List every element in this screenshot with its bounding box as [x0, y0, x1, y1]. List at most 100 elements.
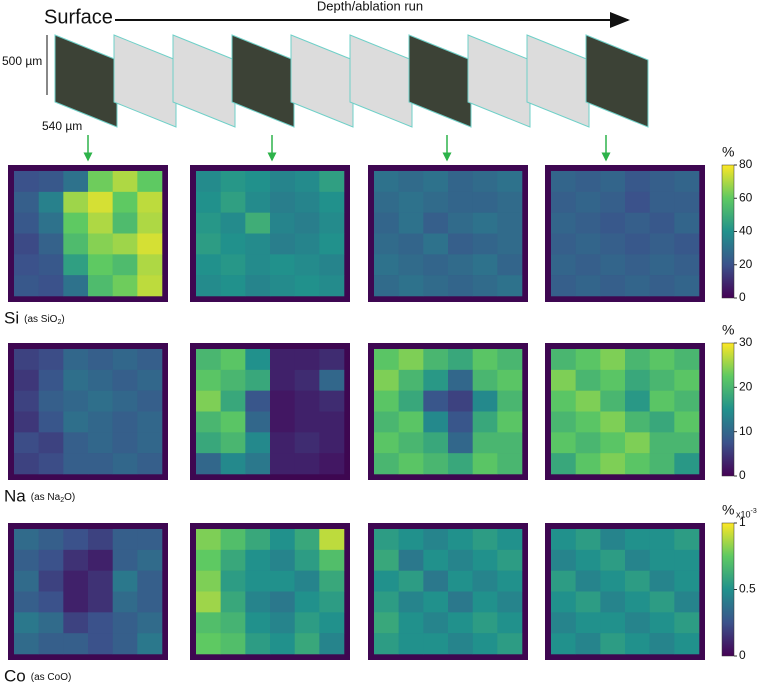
heatmap-cell — [575, 633, 601, 655]
heatmap-cell — [448, 591, 473, 613]
heatmap-cell — [88, 212, 113, 234]
heatmap-cell — [649, 254, 675, 276]
heatmap-cell — [112, 171, 138, 193]
heatmap-cell — [137, 432, 163, 454]
heatmap-cell — [625, 453, 650, 475]
heatmap-cell — [196, 191, 221, 213]
heatmap-cell — [88, 570, 113, 592]
heatmap-cell — [112, 411, 138, 433]
heatmap-cell — [245, 612, 271, 634]
heatmap-cell — [137, 549, 163, 571]
heatmap-cell — [319, 529, 345, 551]
heatmap-cell — [63, 570, 89, 592]
heatmap-cell — [674, 191, 700, 213]
heatmap-cell — [63, 171, 89, 193]
heatmap-cell — [270, 529, 295, 551]
slab — [349, 34, 413, 128]
heatmap-cell — [319, 570, 345, 592]
heatmap-cell — [600, 254, 626, 276]
heatmap-cell — [88, 171, 113, 193]
heatmap-cell — [374, 369, 399, 391]
heatmap-cell — [112, 549, 138, 571]
heatmap-cell — [600, 411, 626, 433]
heatmap-cell — [398, 369, 424, 391]
heatmap-cell — [270, 612, 295, 634]
heatmap-cell — [374, 275, 399, 297]
heatmap-cell — [674, 549, 700, 571]
heatmap-cell — [112, 191, 138, 213]
heatmap-cell — [196, 390, 221, 412]
heatmap-cell — [649, 171, 675, 193]
heatmap-cell — [14, 612, 39, 634]
heatmap-cell — [319, 453, 345, 475]
heatmap-cell — [63, 233, 89, 255]
colorbar-tick-label: 0 — [739, 468, 746, 482]
heatmap-cell — [38, 570, 64, 592]
heatmap-cell — [551, 171, 576, 193]
heatmap-cell — [423, 453, 449, 475]
heatmap-cell — [220, 390, 246, 412]
heatmap-cell — [423, 633, 449, 655]
heatmap-cell — [63, 529, 89, 551]
heatmap-cell — [600, 275, 626, 297]
heatmap-cell — [63, 212, 89, 234]
heatmap-cell — [294, 453, 320, 475]
heatmap-cell — [196, 453, 221, 475]
heatmap-cell — [423, 275, 449, 297]
row-note: (as Na — [31, 492, 61, 503]
heatmap-cell — [270, 549, 295, 571]
heatmap-cell — [472, 369, 498, 391]
heatmap-cell — [448, 171, 473, 193]
heatmap-cell — [294, 191, 320, 213]
heatmap-cell — [294, 591, 320, 613]
heatmap-cell — [319, 591, 345, 613]
heatmap-cell — [137, 411, 163, 433]
heatmap-cell — [423, 191, 449, 213]
heatmap-cell — [245, 432, 271, 454]
heatmap-cell — [625, 390, 650, 412]
heatmap-cell — [220, 191, 246, 213]
heatmap-cell — [294, 212, 320, 234]
heatmap-cell — [88, 254, 113, 276]
heatmap-cell — [196, 369, 221, 391]
colorbar-tick-label: 10 — [739, 424, 753, 438]
heatmap-cell — [14, 591, 39, 613]
heatmap-cell — [14, 529, 39, 551]
heatmap-cell — [575, 411, 601, 433]
heatmap-cell — [649, 275, 675, 297]
width-label: 540 µm — [42, 119, 82, 133]
heatmap-cell — [551, 591, 576, 613]
slab — [467, 34, 531, 128]
heatmap-cell — [551, 453, 576, 475]
colorbar-tick-label: 40 — [739, 224, 753, 238]
heatmap-cell — [112, 369, 138, 391]
heatmap-cell — [472, 633, 498, 655]
heatmap-cell — [600, 591, 626, 613]
heatmap-cell — [497, 233, 523, 255]
heatmap-cell — [14, 549, 39, 571]
heatmap-cell — [294, 275, 320, 297]
heatmap-cell — [575, 233, 601, 255]
heatmap-cell — [600, 369, 626, 391]
heatmap-cell — [245, 633, 271, 655]
heatmap-cell — [600, 432, 626, 454]
colorbar-tick-label: 0.5 — [739, 582, 756, 596]
heatmap-cell — [497, 275, 523, 297]
heatmap-cell — [63, 390, 89, 412]
heatmap-cell — [88, 549, 113, 571]
heatmap-cell — [625, 529, 650, 551]
row-label: Co (as CoO) — [4, 666, 71, 684]
heatmap-cell — [220, 275, 246, 297]
heatmap-cell — [497, 549, 523, 571]
heatmap-cell — [137, 275, 163, 297]
heatmap-cell — [472, 212, 498, 234]
heatmap-cell — [38, 529, 64, 551]
heatmap-cell — [63, 254, 89, 276]
heatmap-cell — [270, 254, 295, 276]
heatmap-cell — [245, 171, 271, 193]
slab — [113, 34, 177, 128]
heatmap-cell — [423, 529, 449, 551]
heatmap-cell — [220, 171, 246, 193]
heatmap-cell — [398, 411, 424, 433]
heatmap-cell — [398, 549, 424, 571]
